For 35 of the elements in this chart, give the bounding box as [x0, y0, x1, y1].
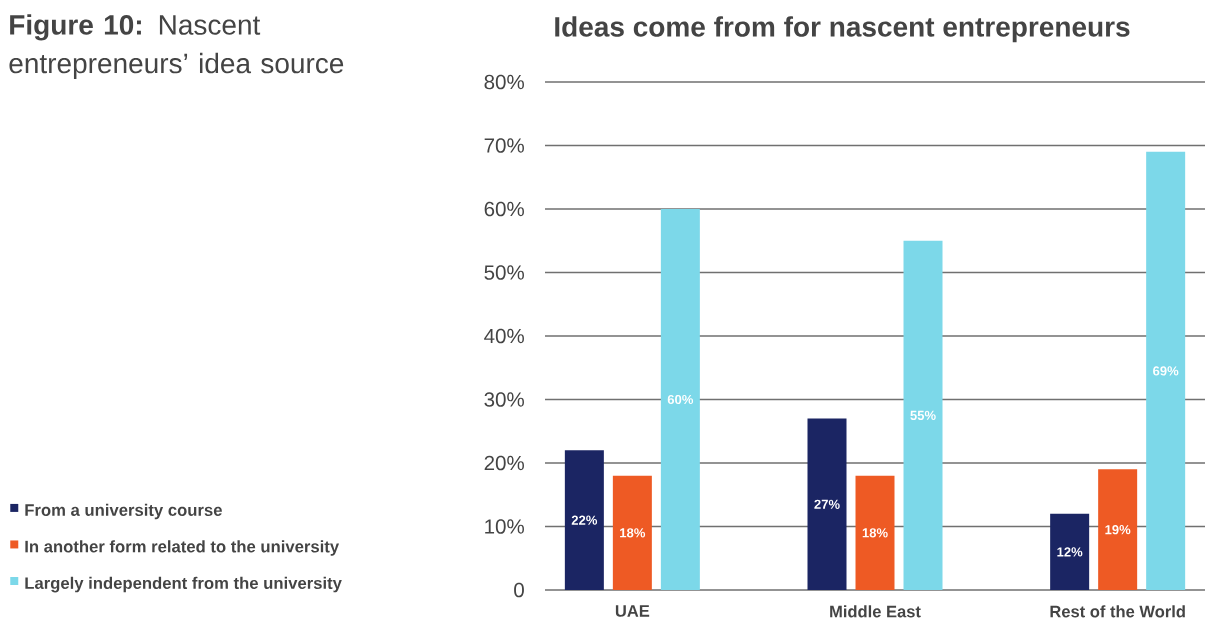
bar: [1098, 469, 1138, 590]
y-tick-label: 40%: [484, 328, 524, 344]
y-tick-label: 50%: [484, 265, 524, 280]
bar: [1146, 151, 1186, 590]
data-label: 18%: [862, 528, 888, 538]
data-label: 27%: [814, 499, 840, 509]
y-tick-label: 60%: [484, 201, 524, 217]
data-label: 60%: [667, 394, 694, 405]
data-label: 12%: [1057, 547, 1083, 557]
y-tick-label: 20%: [484, 455, 524, 471]
data-label: 19%: [1105, 525, 1131, 535]
legend-label: In another form related to the university: [25, 540, 340, 556]
chart-title: Ideas come from for nascent entrepreneurs: [555, 16, 1130, 43]
y-tick-label: 10%: [485, 519, 524, 534]
bar: [903, 240, 943, 590]
bar: [1050, 513, 1090, 590]
data-label: 55%: [910, 410, 936, 420]
x-tick-label: Rest of the World: [1050, 605, 1185, 618]
text: Figure 10: Nascent entrepreneurs’ idea source: [9, 14, 344, 79]
y-tick-label: 30%: [484, 392, 524, 407]
x-tick-label: UAE: [615, 605, 650, 617]
bar: [855, 475, 895, 590]
bar: [564, 450, 604, 590]
bar: [807, 418, 847, 590]
x-tick-label: Middle East: [830, 605, 921, 618]
y-tick-label: 80%: [484, 74, 524, 90]
bar: [660, 209, 700, 590]
data-label: 18%: [620, 528, 646, 538]
legend-label: From a university course: [25, 503, 222, 520]
data-label: 69%: [1153, 366, 1179, 376]
y-tick-label: 70%: [484, 138, 524, 153]
bar: [612, 475, 652, 590]
data-label: 22%: [571, 515, 598, 525]
legend-label: Largely independent from the university: [25, 576, 342, 593]
y-tick-label: 0: [514, 582, 524, 598]
